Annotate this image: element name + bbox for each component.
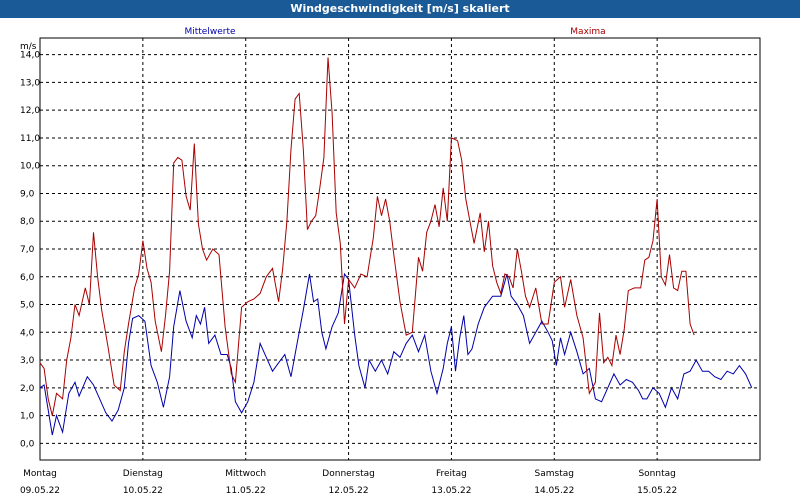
x-tick-label-date: 09.05.22: [20, 486, 60, 496]
x-tick-label-date: 14.05.22: [534, 486, 574, 496]
x-tick-label-date: 10.05.22: [123, 486, 163, 496]
chart-title: Windgeschwindigkeit [m/s] skaliert: [0, 0, 800, 18]
x-tick-label-day: Donnerstag: [322, 469, 375, 479]
x-tick-label-date: 15.05.22: [637, 486, 677, 496]
y-tick-label: 5,0: [20, 301, 35, 311]
y-tick-label: 11,0: [20, 134, 40, 144]
x-tick-label-date: 12.05.22: [329, 486, 369, 496]
x-tick-label-day: Montag: [23, 469, 57, 479]
x-tick-label-date: 13.05.22: [431, 486, 471, 496]
y-tick-label: 1,0: [20, 412, 35, 422]
series-line-mittelwerte: [39, 272, 753, 436]
legend-mittelwerte: Mittelwerte: [184, 27, 235, 37]
y-tick-label: 9,0: [20, 189, 35, 199]
y-axis-label: m/s: [20, 42, 37, 52]
y-tick-label: 8,0: [20, 217, 35, 227]
y-tick-label: 0,0: [20, 439, 35, 449]
y-tick-label: 14,0: [20, 51, 40, 61]
y-tick-label: 4,0: [20, 328, 35, 338]
series-line-maxima: [39, 57, 695, 416]
y-tick-label: 2,0: [20, 384, 35, 394]
y-tick-label: 10,0: [20, 162, 40, 172]
y-tick-label: 12,0: [20, 106, 40, 116]
y-tick-label: 7,0: [20, 245, 35, 255]
y-tick-label: 13,0: [20, 78, 40, 88]
x-tick-label-day: Sonntag: [638, 469, 675, 479]
x-tick-label-date: 11.05.22: [226, 486, 266, 496]
y-tick-label: 3,0: [20, 356, 35, 366]
y-tick-label: 6,0: [20, 273, 35, 283]
x-tick-label-day: Samstag: [535, 469, 574, 479]
x-tick-label-day: Mittwoch: [225, 469, 266, 479]
legend-maxima: Maxima: [570, 27, 605, 37]
x-tick-label-day: Dienstag: [123, 469, 163, 479]
x-tick-label-day: Freitag: [436, 469, 467, 479]
